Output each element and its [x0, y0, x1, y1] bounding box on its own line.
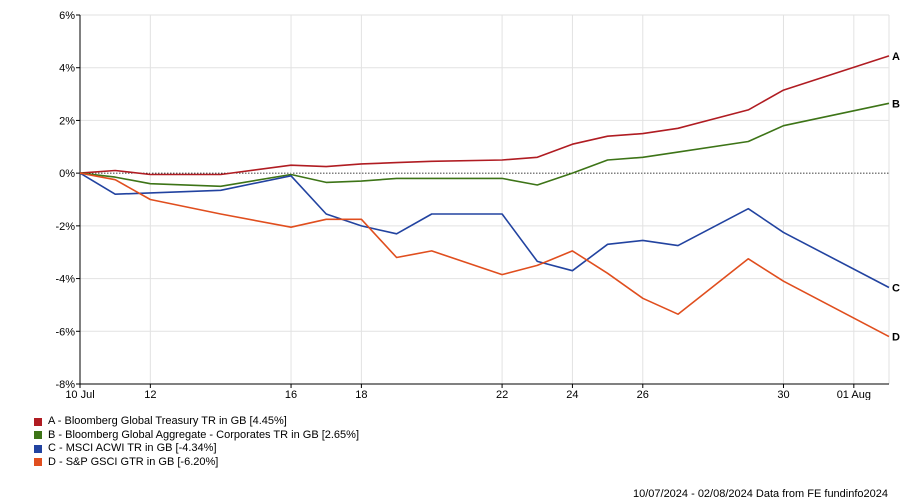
series-line-c [79, 172, 890, 289]
series-end-label-c: C [892, 283, 900, 295]
series-end-label-a: A [892, 51, 900, 63]
series-line-a [79, 55, 890, 176]
legend-item-c: C - MSCI ACWI TR in GB [-4.34%] [34, 442, 359, 456]
series-end-label-d: D [892, 332, 900, 344]
x-tick-label: 12 [144, 389, 156, 400]
y-tick-label: 4% [59, 63, 75, 75]
legend-swatch-c [34, 444, 42, 453]
y-tick-label: -4% [55, 274, 75, 286]
x-tick-label: 16 [285, 389, 297, 400]
source-footer: 10/07/2024 - 02/08/2024 Data from FE fun… [632, 488, 888, 500]
legend-label-a: A - Bloomberg Global Treasury TR in GB [… [48, 415, 287, 427]
legend-label-c: C - MSCI ACWI TR in GB [-4.34%] [48, 442, 217, 454]
legend-swatch-d [34, 458, 42, 467]
x-tick-label: 30 [777, 389, 789, 400]
legend-item-a: A - Bloomberg Global Treasury TR in GB [… [34, 415, 359, 429]
series-end-label-b: B [892, 98, 900, 110]
x-tick-label: 01 Aug [837, 389, 871, 400]
y-tick-label: -2% [55, 221, 75, 233]
y-tick-label: -8% [55, 379, 75, 391]
series-line-d [79, 172, 890, 338]
x-tick-label: 18 [355, 389, 367, 400]
y-tick-label: -6% [55, 326, 75, 338]
x-tick-label: 26 [637, 389, 649, 400]
legend-label-b: B - Bloomberg Global Aggregate - Corpora… [48, 428, 360, 441]
chart-legend: A - Bloomberg Global Treasury TR in GB [… [34, 415, 359, 469]
legend-swatch-a [34, 417, 42, 426]
series-line-b [79, 102, 890, 188]
legend-label-d: D - S&P GSCI GTR in GB [-6.20%] [48, 455, 219, 468]
x-tick-label: 22 [496, 389, 508, 400]
y-tick-label: 6% [59, 10, 75, 22]
line-chart: 6% 4% 2% 0% -2% -4% -6% -8%10 Jul 12 16 18 22 24 26 30… [55, 10, 900, 400]
x-tick-label: 10 Jul [65, 389, 94, 400]
legend-item-b: B - Bloomberg Global Aggregate - Corpora… [34, 429, 359, 443]
x-tick-label: 24 [566, 389, 578, 400]
y-tick-label: 0% [59, 168, 75, 180]
legend-item-d: D - S&P GSCI GTR in GB [-6.20%] [34, 456, 359, 470]
legend-swatch-b [34, 431, 42, 440]
y-tick-label: 2% [59, 115, 75, 127]
